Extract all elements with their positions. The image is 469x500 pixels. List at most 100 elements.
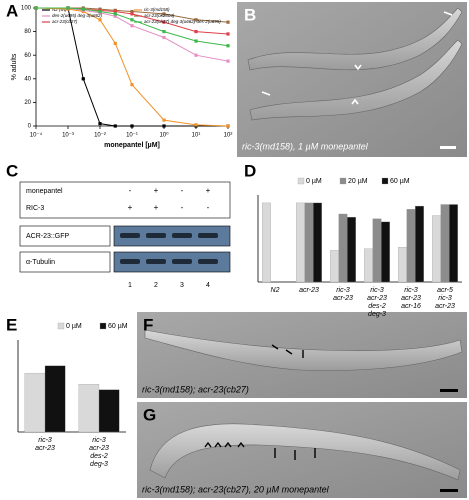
data-point <box>162 118 166 122</box>
lane-label: 4 <box>206 282 210 289</box>
band-label-box <box>19 225 111 247</box>
x-tick-label: 10⁻⁴ <box>30 132 43 139</box>
data-point <box>113 12 117 16</box>
x-tick-label: 10⁻² <box>94 133 106 139</box>
band-label: α-Tubulin <box>26 259 55 266</box>
bar <box>338 213 348 283</box>
panel-label: C <box>6 161 18 180</box>
band-label-box <box>19 251 111 273</box>
data-point <box>162 12 166 16</box>
data-point <box>162 20 166 24</box>
data-point <box>113 124 117 128</box>
worm <box>249 39 463 121</box>
legend-swatch <box>57 322 65 330</box>
band <box>172 259 192 264</box>
data-point <box>113 9 117 14</box>
legend-label: acr-23(cb27) <box>52 19 78 24</box>
data-point <box>66 6 70 10</box>
data-point <box>226 44 230 48</box>
x-tick-label: des-2 <box>90 453 108 460</box>
band <box>120 259 140 264</box>
data-point <box>226 32 230 36</box>
arrow <box>204 441 316 460</box>
x-tick-label: deg-3 <box>368 311 386 318</box>
lane-label: 3 <box>180 282 184 289</box>
band <box>198 259 218 264</box>
scale-bar <box>440 389 458 392</box>
legend-label: ric-3(md158) <box>144 7 170 12</box>
cell: - <box>129 186 132 195</box>
data-point <box>194 39 198 43</box>
band <box>198 233 218 238</box>
legend-label: 0 µM <box>306 178 322 185</box>
y-axis-title: % adults <box>11 53 18 80</box>
arrow <box>261 11 453 105</box>
row-label: RIC-3 <box>26 205 44 212</box>
x-tick-label: 10⁻¹ <box>126 133 138 139</box>
y-tick-label: 20 <box>24 100 31 106</box>
bar <box>415 205 424 283</box>
legend-label: acr-23(cb27) deg-3(u662) des-2(u695) <box>144 19 221 24</box>
x-tick-label: acr-23 <box>435 303 455 310</box>
cell: - <box>181 203 184 212</box>
bar <box>78 384 100 433</box>
data-point <box>194 18 198 22</box>
data-point <box>98 122 102 126</box>
x-tick-label: acr-23 <box>299 287 319 294</box>
x-tick-label: ric-3 <box>404 287 418 294</box>
x-tick-label: deg-3 <box>90 461 108 468</box>
x-tick-label: ric-3 <box>438 295 452 302</box>
x-tick-label: ric-3 <box>336 287 350 294</box>
data-point <box>226 124 230 128</box>
bar <box>98 389 120 433</box>
x-tick-label: acr-23 <box>333 295 353 302</box>
panel-label: B <box>244 5 256 24</box>
panel-label: G <box>143 405 156 424</box>
caption: ric-3(md158); acr-23(cb27) <box>142 384 249 394</box>
x-tick-label: 10² <box>224 133 233 139</box>
x-tick-label: 10⁻³ <box>62 133 74 139</box>
bar <box>364 248 373 283</box>
data-point <box>34 6 38 10</box>
data-point <box>130 24 134 28</box>
bar <box>432 215 441 283</box>
cell: + <box>154 203 159 212</box>
legend-swatch <box>339 177 347 185</box>
x-tick-label: acr-23 <box>401 295 421 302</box>
legend-label: 20 µM <box>348 178 368 185</box>
bar <box>262 202 271 283</box>
row-label: monepantel <box>26 188 63 195</box>
legend-label: acr-23(ok2804) <box>144 13 175 18</box>
x-tick-label: acr-16 <box>401 303 421 310</box>
x-tick-label: N2 <box>271 287 280 294</box>
legend-label: des-2(u695) deg-3(u662) <box>52 13 103 18</box>
data-point <box>130 9 134 14</box>
panel-label: A <box>6 1 18 20</box>
bar <box>296 202 305 283</box>
lane-label: 2 <box>154 282 158 289</box>
band <box>146 233 166 238</box>
x-tick-label: acr-23 <box>89 445 109 452</box>
cell: - <box>207 203 210 212</box>
lane-label: 1 <box>128 282 132 289</box>
legend-swatch <box>99 322 107 330</box>
data-point <box>130 12 134 16</box>
y-tick-label: 60 <box>24 53 31 59</box>
x-tick-label: 10⁰ <box>159 132 169 139</box>
worm <box>247 7 463 71</box>
data-point <box>130 18 134 22</box>
legend-label: N2 (wt) <box>52 7 67 12</box>
legend-label: 60 µM <box>390 178 410 185</box>
scale-bar <box>440 489 458 492</box>
data-point <box>162 30 166 34</box>
bar <box>347 216 356 283</box>
data-point <box>98 18 102 22</box>
caption: ric-3(md158), 1 µM monepantel <box>242 141 369 151</box>
data-point <box>81 7 85 11</box>
bar <box>304 202 314 283</box>
bar <box>330 250 339 283</box>
data-point <box>130 124 134 128</box>
y-tick-label: 40 <box>24 76 31 82</box>
x-tick-label: acr-23 <box>35 445 55 452</box>
